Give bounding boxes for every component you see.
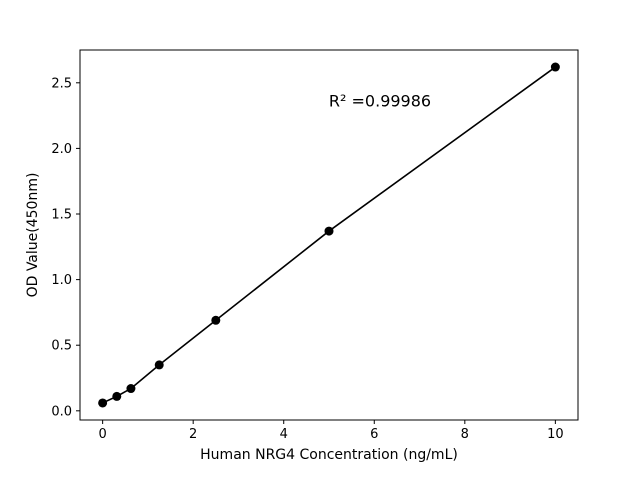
x-axis-label: Human NRG4 Concentration (ng/mL) [200,447,458,463]
x-tick-label: 8 [461,427,469,442]
data-point [154,360,164,370]
x-tick-label: 6 [370,427,378,442]
data-point [98,398,108,408]
y-tick-label: 0.5 [51,339,72,354]
data-point [112,391,122,401]
data-point [550,62,560,72]
y-tick-label: 2.5 [51,76,72,91]
data-point [211,315,221,325]
plot-border [79,49,579,421]
data-point [324,226,334,236]
y-tick-label: 0.0 [51,404,72,419]
y-tick-label: 2.0 [51,142,72,157]
r-squared-annotation: R² =0.99986 [328,91,432,111]
y-tick-label: 1.0 [51,273,72,288]
x-tick-label: 4 [280,427,288,442]
x-tick-label: 10 [547,427,564,442]
y-axis-label: OD Value(450nm) [25,172,41,298]
x-tick-label: 2 [189,427,197,442]
y-tick-label: 1.5 [51,208,72,223]
data-point [126,384,136,394]
x-tick-label: 0 [98,427,106,442]
